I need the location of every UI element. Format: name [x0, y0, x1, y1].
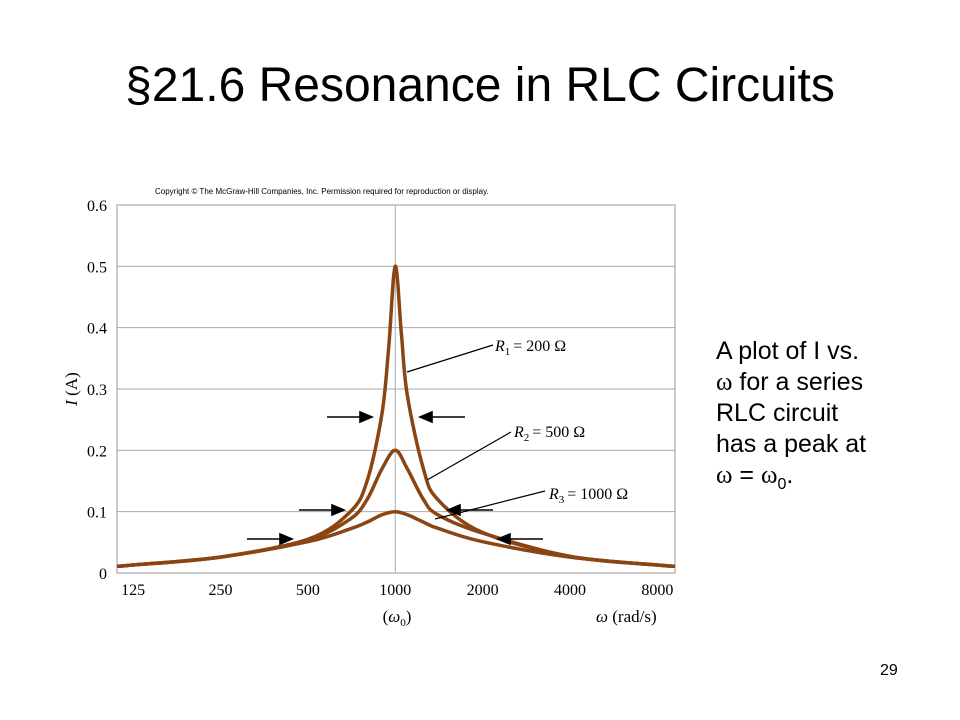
r2-curve — [116, 448, 676, 569]
r1-label: R1 = 200 Ω — [494, 338, 566, 358]
x-tick-label: 4000 — [554, 582, 586, 599]
slide-title: §21.6 Resonance in RLC Circuits — [125, 59, 835, 112]
omega-symbol-2: ω — [716, 462, 733, 489]
y-tick-label: 0.5 — [87, 259, 107, 276]
omega-symbol: ω — [716, 369, 733, 396]
x-marker-label: (ω0) — [383, 607, 412, 629]
y-tick-label: 0.6 — [87, 198, 107, 215]
r2-right-arrow — [445, 503, 493, 517]
curves-layer — [116, 264, 676, 569]
r1-curve — [116, 264, 676, 569]
caption-line-1: A plot of I vs. — [716, 337, 860, 365]
r3-leader-line — [434, 490, 546, 520]
r3-label-sub: 3 — [559, 494, 565, 506]
r1-left-arrow — [327, 410, 375, 424]
omega-zero-subscript: 0 — [777, 476, 787, 493]
x-tick-label: 2000 — [467, 582, 499, 599]
x-axis-title: ω (rad/s) — [596, 607, 657, 626]
r1-right-arrow — [417, 410, 465, 424]
r3-label-value: = 1000 Ω — [567, 486, 628, 503]
plot-frame — [116, 204, 676, 574]
y-tick-label: 0.3 — [87, 382, 107, 399]
r2-left-arrow — [299, 503, 347, 517]
omega-zero-symbol: ω — [760, 462, 778, 489]
r3-left-arrow — [247, 532, 295, 546]
svg-text:R1= 200 Ω: R1 = 200 Ω — [494, 338, 566, 358]
x-tick-label: 250 — [208, 582, 232, 599]
r2-label-sub: 2 — [524, 432, 530, 444]
x-tick-label: 125 — [121, 582, 145, 599]
y-tick-label: 0 — [99, 566, 107, 583]
copyright-notice: Copyright © The McGraw-Hill Companies, I… — [155, 187, 489, 196]
r3-curve — [116, 509, 676, 569]
y-tick-label: 0.1 — [87, 505, 107, 522]
r1-label-sub: 1 — [505, 346, 511, 358]
r2-leader-line — [426, 431, 512, 481]
y-axis-title: I (A) — [62, 372, 81, 407]
y-tick-label: 0.2 — [87, 443, 107, 460]
caption-period: . — [786, 461, 794, 489]
svg-text:R3= 1000 Ω: R3 = 1000 Ω — [548, 486, 628, 506]
caption-equals: = — [739, 461, 755, 489]
page-number: 29 — [880, 662, 898, 679]
caption-line-3: RLC circuit — [716, 399, 839, 427]
caption: A plot of I vs. ω for a series RLC circu… — [716, 336, 931, 500]
tick-labels: 0 0.1 0.2 0.3 0.4 0.5 0.6 125 250 500 1000 2000 4000… — [87, 198, 673, 599]
x-tick-label: 500 — [296, 582, 320, 599]
svg-text:R2= 500 Ω: R2 = 500 Ω — [513, 424, 585, 444]
y-tick-label: 0.4 — [87, 321, 107, 338]
caption-line-2-text: for a series — [739, 368, 864, 396]
r3-label: R3 = 1000 Ω — [548, 486, 628, 506]
r3-right-arrow — [495, 532, 543, 546]
x-tick-label: 8000 — [641, 582, 673, 599]
caption-line-4: has a peak at — [716, 430, 867, 458]
grid-layer — [117, 205, 675, 573]
chart-svg: Copyright © The McGraw-Hill Companies, I… — [62, 187, 676, 629]
r1-leader-line — [406, 344, 494, 373]
caption-line-5: ω = ω0. — [716, 460, 931, 500]
caption-line-2: ω for a series — [716, 367, 931, 398]
r2-label: R2 = 500 Ω — [513, 424, 585, 444]
r2-label-value: = 500 Ω — [532, 424, 585, 441]
r1-label-value: = 200 Ω — [513, 338, 566, 355]
x-tick-label: 1000 — [379, 582, 411, 599]
resonance-chart: Copyright © The McGraw-Hill Companies, I… — [55, 175, 695, 635]
bandwidth-arrows — [247, 410, 543, 546]
